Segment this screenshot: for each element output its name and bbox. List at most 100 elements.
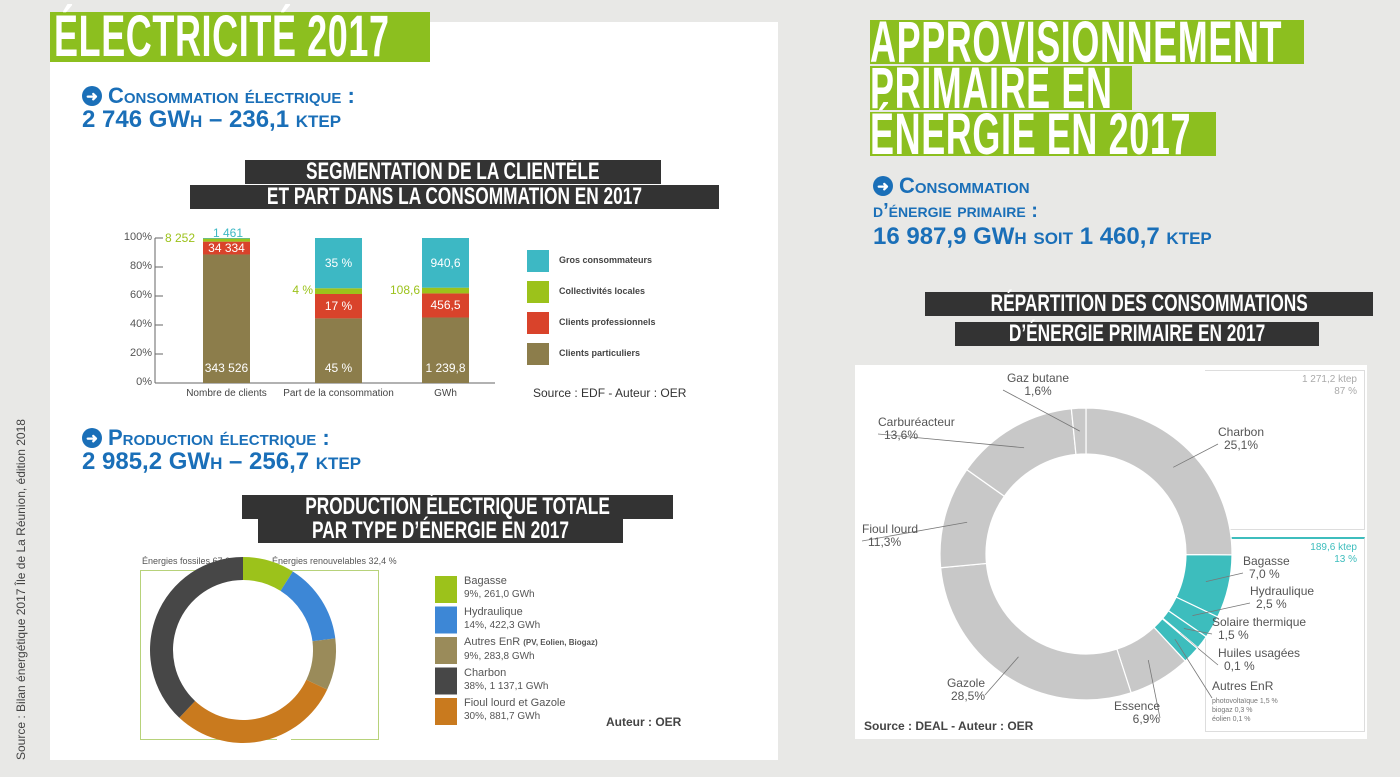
slice-name: Fioul lourd (862, 522, 919, 536)
bar-segment (315, 318, 362, 383)
production-title-2: PAR TYPE D’ÉNERGIE EN 2017 (258, 519, 623, 543)
legend-value: 38%, 1 137,1 GWh (464, 680, 549, 692)
bar-data-label: 456,5 (430, 298, 461, 313)
legend-label: Clients particuliers (559, 348, 641, 358)
slice-name: Gazole (946, 676, 985, 690)
legend-swatch (527, 343, 549, 365)
donut-slice (280, 571, 336, 642)
renew-total: 189,6 ktep 13 % (1310, 542, 1357, 565)
y-tick-label: 0% (136, 376, 152, 388)
primary-consumption-block: ➜ Consommation d’énergie primaire : 16 98… (873, 173, 1212, 250)
slice-name: Solaire thermique (1212, 615, 1307, 629)
slice-label: Bagasse 7,0 % (1243, 555, 1290, 581)
donut-slice (243, 557, 293, 591)
slice-label: Essence 6,9% (1100, 700, 1160, 726)
electricity-title: ÉLECTRICITÉ 2017 (50, 8, 430, 66)
bar-segment (422, 287, 469, 294)
slice-value: 7,0 % (1249, 567, 1280, 581)
consumption-block: ➜ Consommation électrique : 2 746 GWh – 2… (82, 83, 355, 133)
donut-slice (1070, 407, 1087, 456)
slice-label: Carburéacteur 13,6% (878, 416, 955, 442)
bar-data-label: 45 % (324, 361, 353, 375)
segmentation-title-1: SEGMENTATION DE LA CLIENTÈLE (245, 160, 661, 184)
bar-data-label: 8 252 (165, 231, 196, 245)
bar-segment (422, 317, 469, 383)
legend-entry: Hydraulique 14%, 422,3 GWh (464, 605, 540, 633)
legend-swatch (435, 637, 457, 664)
primary-source: Source : DEAL - Auteur : OER (864, 719, 1034, 733)
slice-name: Autres EnR (1212, 679, 1274, 693)
legend-label: Clients professionnels (559, 317, 656, 327)
slice-name: Bagasse (1243, 554, 1290, 568)
arrow-right-icon: ➜ (873, 176, 893, 196)
slice-value: 0,1 % (1224, 659, 1255, 673)
renewable-group-label: Énergies renouvelables 32,4 % (272, 556, 397, 566)
y-tick-label: 100% (123, 231, 152, 243)
bar-data-label: 1 461 (213, 226, 244, 240)
distribution-title-1: RÉPARTITION DES CONSOMMATIONS (925, 292, 1374, 316)
slice-name: Hydraulique (1250, 584, 1315, 598)
legend-swatch (527, 312, 549, 334)
legend-value: 9%, 283,8 GWh (464, 651, 535, 662)
legend-name: Hydraulique (464, 605, 523, 618)
slice-label: Fioul lourd 11,3% (862, 523, 918, 549)
bar-data-label: 4 % (292, 283, 313, 298)
y-tick-label: 80% (129, 260, 152, 272)
fossil-total: 1 271,2 ktep 87 % (1301, 374, 1357, 397)
slice-label: Charbon 25,1% (1218, 426, 1264, 452)
bar-segment (315, 238, 362, 289)
legend-swatch (435, 606, 457, 634)
donut-slice (179, 679, 328, 744)
legend-entry: Bagasse 9%, 261,0 GWh (464, 574, 535, 602)
bar-data-label: 940,6 (430, 255, 461, 270)
bar-data-label: 34 334 (208, 241, 245, 256)
x-category-label: Part de la consommation (283, 388, 394, 399)
bar-data-label: 35 % (324, 256, 353, 271)
bar-segment (422, 293, 469, 318)
slice-label: Autres EnR (1212, 680, 1273, 693)
bar-data-label: 343 526 (204, 361, 249, 375)
supply-title-line-3: ÉNERGIE EN 2017 (870, 106, 1216, 164)
production-title-1: PRODUCTION ÉLECTRIQUE TOTALE (242, 495, 674, 519)
y-tick-label: 60% (129, 289, 152, 301)
legend-sub: (PV, Eolien, Biogaz) (523, 638, 598, 647)
bar-segment (422, 238, 469, 288)
slice-value: 11,3% (868, 535, 902, 549)
supply-title-line-1: APPROVISIONNEMENT (870, 14, 1304, 72)
bar-segment (203, 238, 250, 239)
y-tick-label: 40% (129, 318, 152, 330)
slice-value: 2,5 % (1256, 597, 1287, 611)
arrow-right-icon: ➜ (82, 86, 102, 106)
legend-value: 30%, 881,7 GWh (464, 711, 541, 722)
slice-value: 6,9% (1132, 712, 1160, 726)
leader-line (861, 521, 968, 542)
segmentation-bar-chart (154, 237, 549, 384)
bar-segment (203, 238, 250, 242)
legend-swatch (527, 281, 549, 303)
slice-value: 25,1% (1224, 438, 1259, 452)
arrow-right-icon: ➜ (82, 428, 102, 448)
bar-data-label: 1 239,8 (425, 361, 466, 375)
slice-label: Solaire thermique 1,5 % (1212, 616, 1306, 642)
bar-segment (203, 241, 250, 255)
bar-segment (203, 254, 250, 383)
legend-entry: Fioul lourd et Gazole 30%, 881,7 GWh (464, 696, 566, 724)
slice-label: Huiles usagées 0,1 % (1218, 647, 1300, 673)
legend-label: Collectivités locales (559, 286, 646, 296)
leader-line (1205, 572, 1244, 582)
leader-line (1174, 638, 1213, 699)
x-category-label: Nombre de clients (186, 388, 267, 399)
donut-slice (150, 557, 243, 718)
leader-line (984, 656, 1019, 696)
production-block: ➜ Production électrique : 2 985,2 GWh – 2… (82, 425, 362, 475)
leader-line (1147, 659, 1161, 719)
distribution-title-2: D’ÉNERGIE PRIMAIRE EN 2017 (955, 322, 1320, 346)
leader-line (877, 433, 1025, 449)
legend-entry: Autres EnR (PV, Eolien, Biogaz) 9%, 283,8 … (464, 635, 598, 664)
leader-line (1002, 389, 1081, 432)
production-donut-chart (150, 557, 457, 744)
leader-line (1173, 443, 1219, 468)
slice-label: Gazole 28,5% (925, 677, 985, 703)
bar-data-label: 17 % (324, 299, 353, 314)
renewable-bracket (291, 570, 379, 740)
